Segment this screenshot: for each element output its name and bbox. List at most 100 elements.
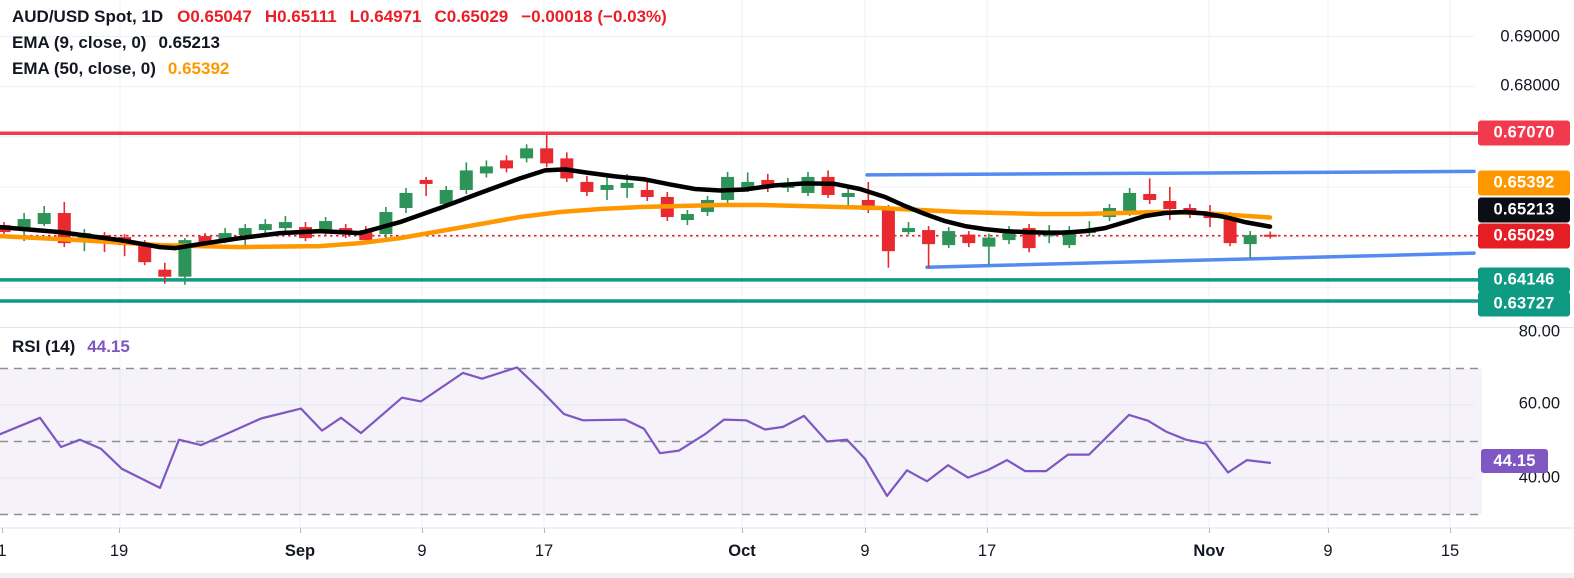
time-axis-tick: [742, 528, 743, 533]
symbol-title: AUD/USD Spot, 1D: [12, 7, 164, 26]
candle-body: [1263, 234, 1277, 237]
ema50-label: EMA (50, close, 0): [12, 59, 156, 78]
candle-body: [218, 233, 232, 241]
candle-body: [741, 181, 755, 188]
candle-body: [1123, 192, 1137, 213]
time-axis-label: Oct: [728, 542, 756, 560]
candle-body: [902, 228, 915, 233]
candle-body: [399, 192, 413, 209]
price-axis-label: 0.68000: [1500, 76, 1560, 95]
candle-body: [419, 179, 433, 184]
time-axis-label: 9: [417, 542, 427, 560]
candle-body: [500, 160, 513, 169]
candle-body: [761, 179, 775, 188]
change-value: −0.00018 (−0.03%): [521, 7, 667, 26]
ema50-value: 0.65392: [167, 59, 230, 78]
lower-channel-trendline[interactable]: [925, 251, 1476, 269]
ema9-label: EMA (9, close, 0): [12, 33, 147, 52]
ema9-legend-row[interactable]: EMA (9, close, 0) 0.65213: [12, 30, 680, 56]
time-axis-label: 9: [1323, 542, 1333, 560]
price-axis-label: 0.69000: [1500, 27, 1560, 46]
candle-body: [520, 148, 534, 159]
candle-body: [138, 243, 152, 263]
time-axis-tick: [2, 528, 3, 533]
price-level-badge: 0.64146: [1478, 267, 1570, 293]
candle-body: [198, 236, 212, 243]
bottom-strip: [0, 573, 1574, 578]
candle-body: [881, 208, 895, 252]
candle-body: [459, 170, 473, 190]
candle-body: [57, 213, 71, 244]
candle-body: [238, 228, 252, 236]
candle-body: [1143, 193, 1157, 200]
ema9-value: 0.65213: [158, 33, 220, 52]
candle-body: [680, 214, 694, 221]
open-value: O0.65047: [177, 7, 252, 26]
rsi-value-badge: 44.15: [1481, 449, 1548, 473]
rsi-label: RSI (14): [12, 337, 76, 356]
candle-body: [319, 221, 333, 232]
time-axis-label: 17: [534, 542, 554, 560]
candle-body: [600, 184, 614, 190]
candle-body: [962, 234, 976, 244]
candle-body: [359, 230, 373, 241]
candle-body: [580, 181, 594, 192]
close-value: C0.65029: [434, 7, 509, 26]
rsi-line: [0, 366, 1272, 497]
rsi-legend-row[interactable]: RSI (14) 44.15: [12, 334, 130, 360]
ema50-legend-row[interactable]: EMA (50, close, 0) 0.65392: [12, 56, 680, 82]
candle-body: [479, 166, 493, 174]
time-axis-label: 1: [0, 542, 7, 560]
time-axis-label: 19: [109, 542, 129, 560]
candle-body: [258, 224, 272, 231]
ema9-line: [0, 167, 1273, 251]
time-axis-label: Sep: [284, 542, 316, 560]
low-value: L0.64971: [349, 7, 422, 26]
rsi-axis-label: 80.00: [1518, 322, 1560, 341]
candle-body: [158, 269, 172, 277]
time-axis-label: Nov: [1193, 542, 1225, 560]
time-axis-tick: [422, 528, 423, 533]
chart-legend: AUD/USD Spot, 1D O0.65047 H0.65111 L0.64…: [12, 4, 680, 82]
candle-body: [540, 148, 554, 164]
price-level-badge: 0.63727: [1478, 291, 1570, 317]
candle-body: [841, 192, 855, 197]
candle-body: [620, 182, 634, 188]
symbol-legend-row[interactable]: AUD/USD Spot, 1D O0.65047 H0.65111 L0.64…: [12, 4, 680, 30]
candle-body: [17, 219, 31, 231]
time-axis-label: 15: [1440, 542, 1460, 560]
candle-body: [37, 213, 51, 225]
candle-body: [439, 189, 453, 205]
candle-body: [1163, 200, 1177, 210]
time-axis-tick: [300, 528, 301, 533]
candle-body: [1002, 230, 1016, 241]
rsi-axis-label: 60.00: [1518, 394, 1560, 413]
time-axis-tick: [987, 528, 988, 533]
candle-body: [982, 237, 996, 247]
time-axis-tick: [1450, 528, 1451, 533]
high-value: H0.65111: [264, 7, 337, 26]
candle-body: [861, 199, 875, 211]
rsi-band: [0, 368, 1482, 515]
candle-body: [1223, 216, 1237, 244]
price-level-badge: 0.67070: [1478, 120, 1570, 146]
price-level-badge: 0.65392: [1478, 170, 1570, 196]
upper-channel-trendline[interactable]: [865, 169, 1476, 177]
candle-body: [1243, 235, 1257, 245]
candle-body: [942, 231, 956, 246]
time-axis-label: 17: [977, 542, 997, 560]
price-level-badge: 0.65213: [1478, 197, 1570, 223]
candle-body: [278, 222, 292, 229]
price-level-badge: 0.65029: [1478, 223, 1570, 249]
ema50-line: [0, 202, 1273, 250]
time-axis-tick: [1328, 528, 1329, 533]
time-axis-label: 9: [860, 542, 870, 560]
time-axis-tick: [544, 528, 545, 533]
rsi-axis-label: 40.00: [1518, 468, 1560, 487]
time-axis-tick: [865, 528, 866, 533]
candle-body: [922, 230, 936, 245]
time-axis-tick: [1209, 528, 1210, 533]
time-axis-tick: [119, 528, 120, 533]
